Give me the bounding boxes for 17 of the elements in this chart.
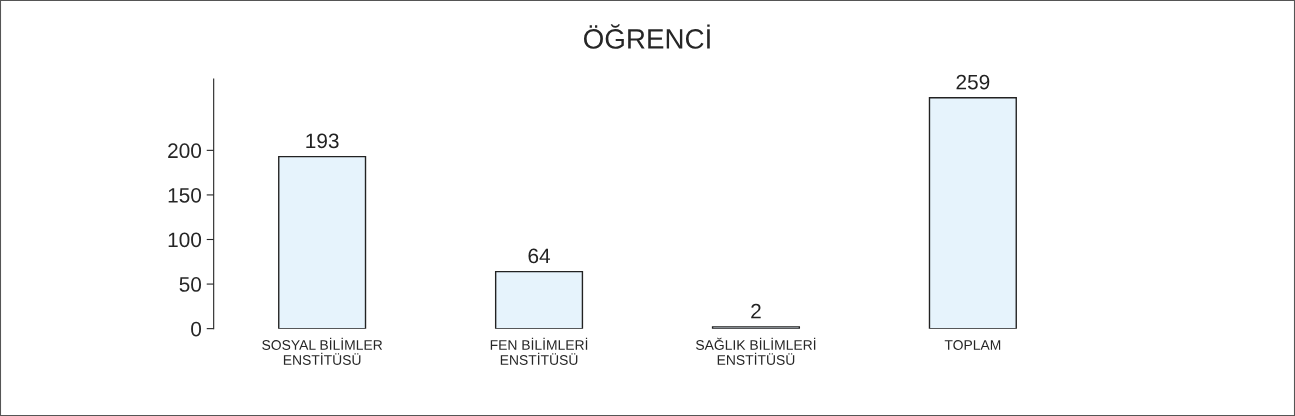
x-tick-label: TOPLAM xyxy=(944,340,1001,350)
y-tick-label: 0 xyxy=(191,321,202,337)
y-tick-label: 50 xyxy=(179,277,202,292)
x-tick-label: FEN BİLİMLERİ ENSTİTÜSÜ xyxy=(490,337,588,365)
bar xyxy=(278,155,367,329)
data-label: 64 xyxy=(528,248,551,264)
bar xyxy=(494,270,584,329)
bar xyxy=(928,97,1017,329)
data-label: 193 xyxy=(306,133,339,149)
y-tick-label: 150 xyxy=(168,187,202,203)
chart-title: ÖĞRENCİ xyxy=(584,24,710,49)
data-label: 2 xyxy=(751,303,761,319)
x-tick-label: SAĞLIK BİLİMLERİ ENSTİTÜSÜ xyxy=(695,337,816,365)
x-tick-label: SOSYAL BİLİMLER ENSTİTÜSÜ xyxy=(262,337,383,365)
data-label: 259 xyxy=(956,74,990,90)
y-tick-label: 200 xyxy=(168,143,202,159)
y-tick-label: 100 xyxy=(168,232,202,248)
